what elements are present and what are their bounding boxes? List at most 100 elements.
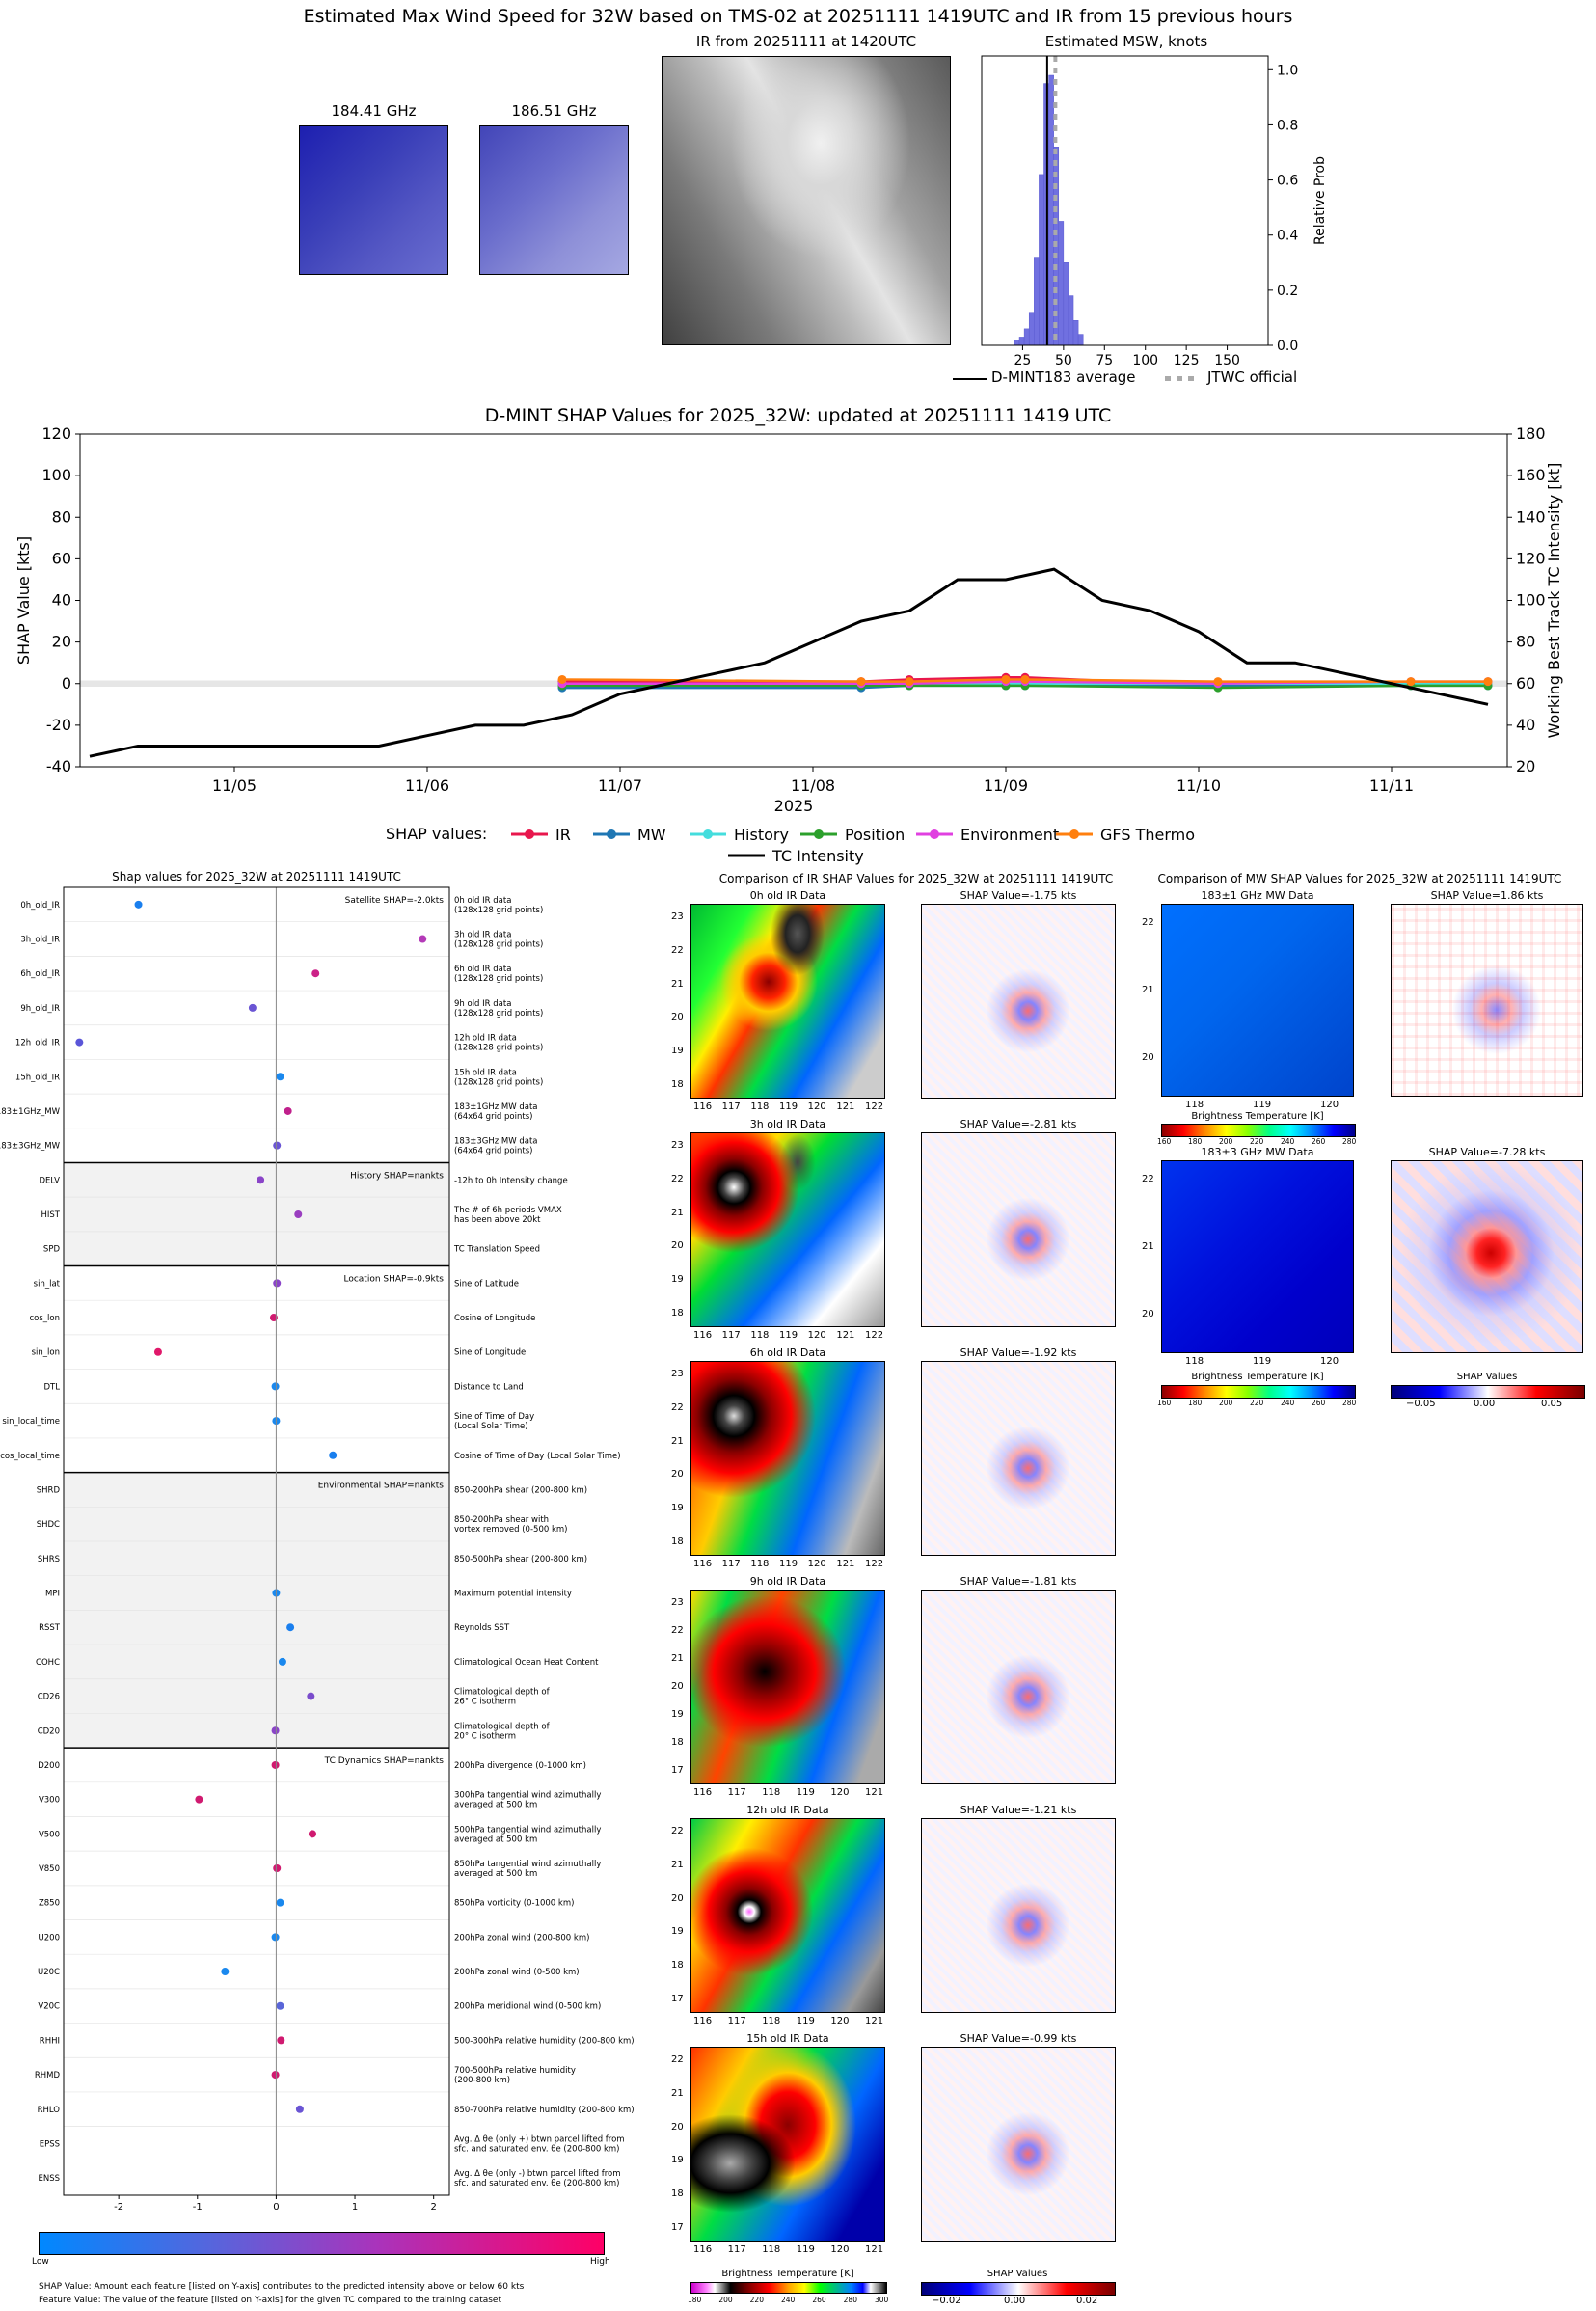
hist-ytick-label: 0.2	[1277, 284, 1298, 299]
ts-frame	[79, 433, 1508, 768]
ir-xtick-label: 119	[779, 1559, 798, 1569]
ir-shap-title: SHAP Value=-1.92 kts	[960, 1346, 1077, 1359]
group-label: Satellite SHAP=-2.0kts	[345, 896, 445, 906]
mw-bt-tick-label-upper: 260	[1312, 1137, 1326, 1146]
ts-ytick-label: 80	[52, 507, 71, 526]
feature-name: V500	[39, 1830, 60, 1839]
feature-name: SHRS	[38, 1555, 60, 1564]
mw-data-image	[1161, 1160, 1354, 1353]
mw-ytick-label: 22	[1142, 917, 1154, 928]
feature-desc: 183±1GHz MW data	[454, 1102, 537, 1112]
feature-desc: 6h old IR data	[454, 965, 511, 974]
hist-ytick-label: 1.0	[1277, 63, 1298, 78]
hist-bar	[1039, 174, 1044, 346]
ir-bt-tick-label: 260	[812, 2296, 826, 2304]
feature-name: V300	[39, 1796, 60, 1806]
ir-shap-title: SHAP Value=-2.81 kts	[960, 1118, 1077, 1130]
feature-shap-point	[271, 2071, 280, 2080]
ts-ylabel: SHAP Value [kts]	[14, 536, 33, 665]
ir-ytick-label: 20	[671, 1681, 684, 1692]
mw-panel-2-image	[479, 125, 629, 275]
mw-bt-tick-label: 160	[1157, 1399, 1172, 1407]
ir-xtick-label: 116	[693, 1787, 713, 1798]
ir-bt-tick-label: 240	[781, 2296, 796, 2304]
ir-shap-image	[921, 1361, 1116, 1556]
msw-histogram: 25 50 75 100 125 150 0.0 0.2 0.4 0.6 0.8 1.0 Relativ…	[981, 55, 1328, 368]
ir-xtick-label: 118	[750, 1101, 770, 1112]
ir-shap-image	[921, 1132, 1116, 1327]
hist-ytick-label: 0.0	[1277, 339, 1298, 354]
ts-legend-marker	[703, 829, 713, 839]
ir-data-title: 15h old IR Data	[746, 2032, 829, 2045]
feature-desc: sfc. and saturated env. θe (200-800 km)	[454, 2179, 620, 2189]
ir-ytick-label: 19	[671, 1709, 684, 1720]
feature-desc: 850hPa tangential wind azimuthally	[454, 1860, 601, 1869]
feature-shap-point	[271, 1760, 280, 1769]
group-label: Environmental SHAP=nankts	[318, 1482, 445, 1491]
ir-ytick-label: 23	[671, 1140, 684, 1151]
ir-xtick-label: 116	[693, 1330, 713, 1341]
ir-data-title: 0h old IR Data	[749, 889, 826, 902]
ts-ytick-label: 60	[52, 549, 71, 567]
ir-xtick-label: 117	[721, 1101, 741, 1112]
mw-shap-tick-label: 0.00	[1474, 1399, 1496, 1409]
feature-shap-point	[329, 1451, 338, 1459]
mw-panel-1-image	[299, 125, 448, 275]
ir-xtick-label: 121	[836, 1559, 855, 1569]
ir-xtick-label: 119	[796, 1787, 815, 1798]
ts-legend-intensity-label: TC Intensity	[771, 847, 864, 865]
legend-official-line	[1165, 376, 1200, 381]
feature-name: DELV	[39, 1176, 60, 1185]
mw-bt-label: Brightness Temperature [K]	[1191, 1372, 1324, 1382]
mw-xtick-label: 119	[1253, 1100, 1272, 1110]
hist-bar	[1068, 295, 1074, 346]
feature-name: ENSS	[38, 2174, 60, 2184]
hist-xtick-label: 50	[1055, 353, 1072, 368]
feature-shap-point	[248, 1003, 257, 1012]
ir-xtick-label: 119	[779, 1101, 798, 1112]
feature-desc: 26° C isotherm	[454, 1698, 516, 1707]
ir-bt-tick-label: 300	[875, 2296, 889, 2304]
feature-name: 12h_old_IR	[15, 1039, 60, 1048]
mw-bt-tick-label-upper: 160	[1157, 1137, 1172, 1146]
ir-ytick-label: 23	[671, 1369, 684, 1379]
ir-ytick-label: 23	[671, 1597, 684, 1608]
feature-name: cos_lon	[29, 1314, 60, 1323]
feature-desc: averaged at 500 km	[454, 1801, 537, 1810]
top-legend: D-MINT183 average JTWC official	[945, 368, 1331, 390]
feature-desc: (64x64 grid points)	[454, 1147, 532, 1156]
feature-desc: (64x64 grid points)	[454, 1112, 532, 1122]
feature-cbar-high: High	[590, 2257, 610, 2267]
feature-desc: 300hPa tangential wind azimuthally	[454, 1791, 601, 1801]
feature-shap-point	[311, 969, 320, 978]
ts-xtick-label: 11/08	[791, 776, 835, 795]
feature-value-colorbar	[39, 2232, 605, 2255]
hist-xtick-label: 100	[1132, 353, 1158, 368]
ir-ytick-label: 20	[671, 1240, 684, 1252]
shap-timeseries-chart: -40 -20 0 20 40 60 80 100 120 20 40 60 80 100 120 140 16…	[14, 424, 1563, 865]
ts-xtick-label: 11/06	[405, 776, 449, 795]
ir-xtick-label: 120	[807, 1101, 826, 1112]
legend-avg-line	[953, 378, 987, 380]
ir-ytick-label: 20	[671, 1012, 684, 1023]
ts-y2tick-label: 20	[1516, 757, 1535, 775]
mw-shap-title: SHAP Value=-7.28 kts	[1428, 1146, 1546, 1158]
hist-bar	[1063, 262, 1069, 346]
feature-name: CD26	[38, 1693, 60, 1702]
ir-bt-label: Brightness Temperature [K]	[721, 2269, 854, 2279]
feature-desc: TC Translation Speed	[453, 1245, 540, 1255]
feature-desc: 3h old IR data	[454, 931, 511, 940]
ir-shap-image	[921, 1818, 1116, 2013]
feature-desc: Avg. Δ θe (only +) btwn parcel lifted fr…	[454, 2134, 625, 2144]
mw-shap-tick-label: 0.05	[1541, 1399, 1563, 1409]
ir-xtick-label: 120	[830, 1787, 850, 1798]
ir-shap-image	[921, 904, 1116, 1099]
feature-shap-point	[271, 1726, 280, 1735]
feature-desc: 12h old IR data	[454, 1034, 517, 1044]
feature-name: U20C	[38, 1968, 60, 1977]
mw-bt-tick-label-upper: 180	[1188, 1137, 1203, 1146]
ir-xtick-label: 121	[865, 2244, 884, 2255]
shap-series-point	[1001, 674, 1011, 684]
ts-legend-label: History	[734, 826, 789, 844]
feature-desc: 500hPa tangential wind azimuthally	[454, 1825, 601, 1835]
